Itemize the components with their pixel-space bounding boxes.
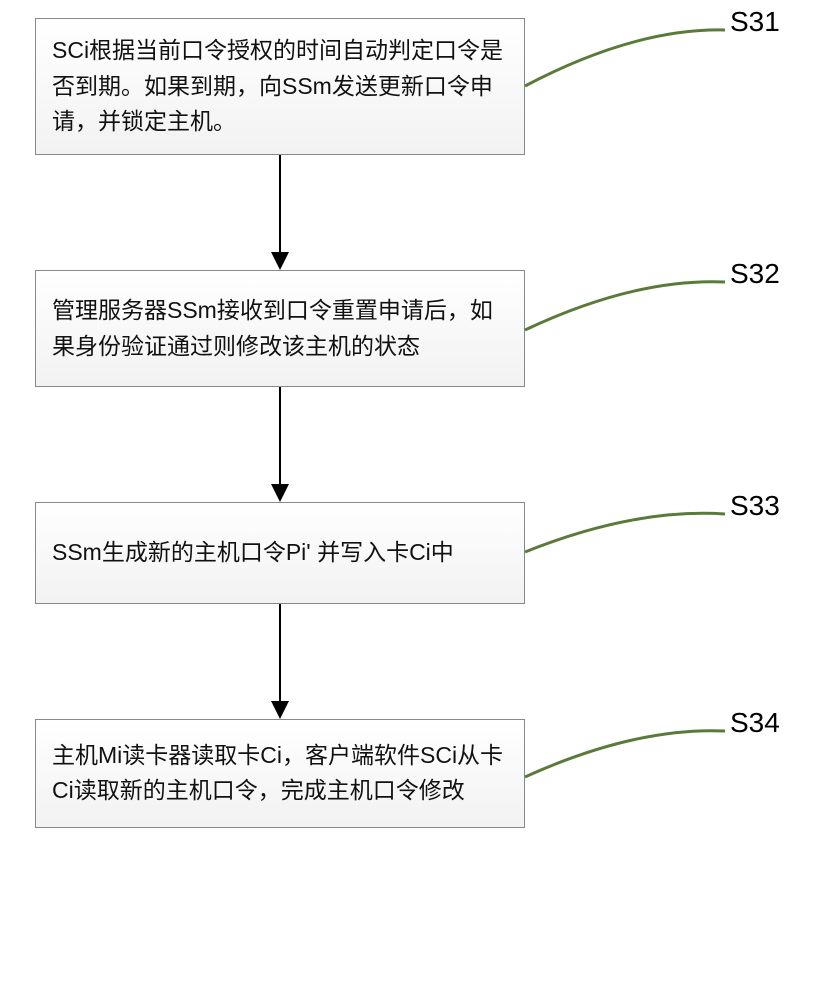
node-text: SSm生成新的主机口令Pi' 并写入卡Ci中 <box>52 539 454 565</box>
step-label-s34: S34 <box>730 707 780 739</box>
arrow-s33-s34 <box>35 604 525 719</box>
node-text: 管理服务器SSm接收到口令重置申请后，如果身份验证通过则修改该主机的状态 <box>52 297 493 359</box>
flowchart-container: SCi根据当前口令授权的时间自动判定口令是否到期。如果到期，向SSm发送更新口令… <box>35 18 775 828</box>
arrow-s32-s33 <box>35 387 525 502</box>
step-label-s33: S33 <box>730 490 780 522</box>
flow-node-s31: SCi根据当前口令授权的时间自动判定口令是否到期。如果到期，向SSm发送更新口令… <box>35 18 525 155</box>
node-wrap-s33: SSm生成新的主机口令Pi' 并写入卡Ci中 S33 <box>35 502 775 604</box>
flow-node-s32: 管理服务器SSm接收到口令重置申请后，如果身份验证通过则修改该主机的状态 <box>35 270 525 387</box>
node-text: SCi根据当前口令授权的时间自动判定口令是否到期。如果到期，向SSm发送更新口令… <box>52 37 503 134</box>
step-label-s32: S32 <box>730 258 780 290</box>
step-label-s31: S31 <box>730 6 780 38</box>
node-text: 主机Mi读卡器读取卡Ci，客户端软件SCi从卡Ci读取新的主机口令，完成主机口令… <box>52 742 503 804</box>
node-wrap-s32: 管理服务器SSm接收到口令重置申请后，如果身份验证通过则修改该主机的状态 S32 <box>35 270 775 387</box>
arrow-s31-s32 <box>35 155 525 270</box>
flow-node-s34: 主机Mi读卡器读取卡Ci，客户端软件SCi从卡Ci读取新的主机口令，完成主机口令… <box>35 719 525 828</box>
node-wrap-s34: 主机Mi读卡器读取卡Ci，客户端软件SCi从卡Ci读取新的主机口令，完成主机口令… <box>35 719 775 828</box>
flow-node-s33: SSm生成新的主机口令Pi' 并写入卡Ci中 <box>35 502 525 604</box>
node-wrap-s31: SCi根据当前口令授权的时间自动判定口令是否到期。如果到期，向SSm发送更新口令… <box>35 18 775 155</box>
